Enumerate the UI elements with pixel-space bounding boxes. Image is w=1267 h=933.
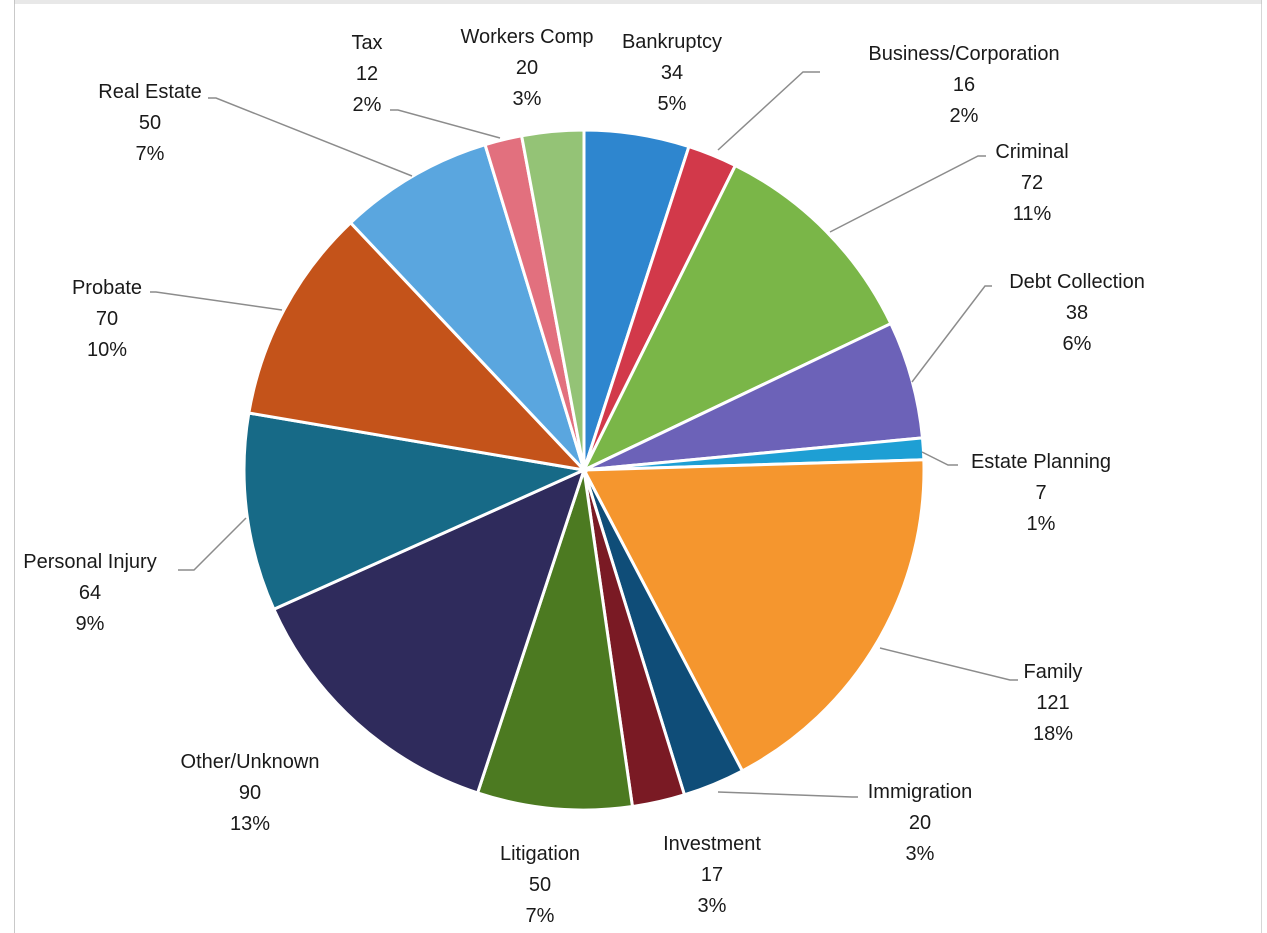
- leader-line-personal-injury: [178, 517, 247, 571]
- category-label-estate-planning: Estate Planning: [971, 451, 1111, 473]
- percent-label-immigration: 3%: [906, 843, 935, 865]
- pie-slice-personal-injury: [242, 411, 590, 612]
- value-label-real-estate: 50: [139, 112, 161, 134]
- percent-label-business-corporation: 2%: [950, 105, 979, 127]
- value-label-tax: 12: [356, 63, 378, 85]
- pie-slice-workers-comp: [519, 128, 586, 471]
- percent-label-tax: 2%: [353, 94, 382, 116]
- pie-slice-real-estate: [348, 142, 586, 472]
- leader-line-real-estate: [208, 97, 413, 177]
- percent-label-other-unknown: 13%: [230, 813, 270, 835]
- value-label-personal-injury: 64: [79, 582, 101, 604]
- slice-labels: Bankruptcy 34 5% Business/Corporation 16 2% Cr…: [23, 26, 1145, 927]
- category-label-litigation: Litigation: [500, 843, 580, 865]
- value-label-probate: 70: [96, 308, 118, 330]
- value-label-family: 121: [1036, 692, 1069, 714]
- chart-frame: [14, 0, 1262, 933]
- percent-label-debt-collection: 6%: [1063, 333, 1092, 355]
- leader-line-criminal: [829, 155, 986, 233]
- value-label-debt-collection: 38: [1066, 302, 1088, 324]
- category-label-tax: Tax: [351, 32, 382, 54]
- value-label-criminal: 72: [1021, 172, 1043, 194]
- percent-label-probate: 10%: [87, 339, 127, 361]
- pie-slices: [242, 128, 926, 812]
- percent-label-bankruptcy: 5%: [658, 93, 687, 115]
- value-label-immigration: 20: [909, 812, 931, 834]
- pie-slice-family: [581, 458, 926, 773]
- value-label-other-unknown: 90: [239, 782, 261, 804]
- category-label-personal-injury: Personal Injury: [23, 551, 156, 573]
- category-label-business-corporation: Business/Corporation: [868, 43, 1059, 65]
- leader-line-business-corporation: [717, 71, 820, 151]
- leader-lines: [150, 71, 1018, 798]
- leader-line-debt-collection: [911, 285, 992, 383]
- percent-label-real-estate: 7%: [136, 143, 165, 165]
- category-label-immigration: Immigration: [868, 781, 972, 803]
- value-label-investment: 17: [701, 864, 723, 886]
- value-label-estate-planning: 7: [1035, 482, 1046, 504]
- leader-line-tax: [390, 109, 501, 139]
- value-label-business-corporation: 16: [953, 74, 975, 96]
- category-label-investment: Investment: [663, 833, 761, 855]
- category-label-workers-comp: Workers Comp: [461, 26, 594, 48]
- pie-slice-criminal: [580, 163, 893, 474]
- category-label-family: Family: [1024, 661, 1083, 683]
- pie-slice-other-unknown: [271, 467, 587, 795]
- value-label-litigation: 50: [529, 874, 551, 896]
- pie-slice-litigation: [475, 469, 635, 812]
- category-label-criminal: Criminal: [995, 141, 1068, 163]
- percent-label-workers-comp: 3%: [513, 88, 542, 110]
- value-label-bankruptcy: 34: [661, 62, 683, 84]
- top-edge-shadow: [14, 0, 1262, 4]
- percent-label-family: 18%: [1033, 723, 1073, 745]
- leader-line-family: [879, 647, 1018, 681]
- category-label-probate: Probate: [72, 277, 142, 299]
- percent-label-investment: 3%: [698, 895, 727, 917]
- percent-label-litigation: 7%: [526, 905, 555, 927]
- leader-line-estate-planning: [921, 451, 958, 466]
- category-label-real-estate: Real Estate: [98, 81, 201, 103]
- category-label-debt-collection: Debt Collection: [1009, 271, 1145, 293]
- leader-line-immigration: [717, 791, 858, 798]
- category-label-bankruptcy: Bankruptcy: [622, 31, 722, 53]
- percent-label-estate-planning: 1%: [1027, 513, 1056, 535]
- category-label-other-unknown: Other/Unknown: [181, 751, 320, 773]
- value-label-workers-comp: 20: [516, 57, 538, 79]
- pie-slice-probate: [247, 220, 589, 473]
- percent-label-personal-injury: 9%: [76, 613, 105, 635]
- percent-label-criminal: 11%: [1013, 203, 1052, 225]
- leader-line-probate: [150, 291, 283, 311]
